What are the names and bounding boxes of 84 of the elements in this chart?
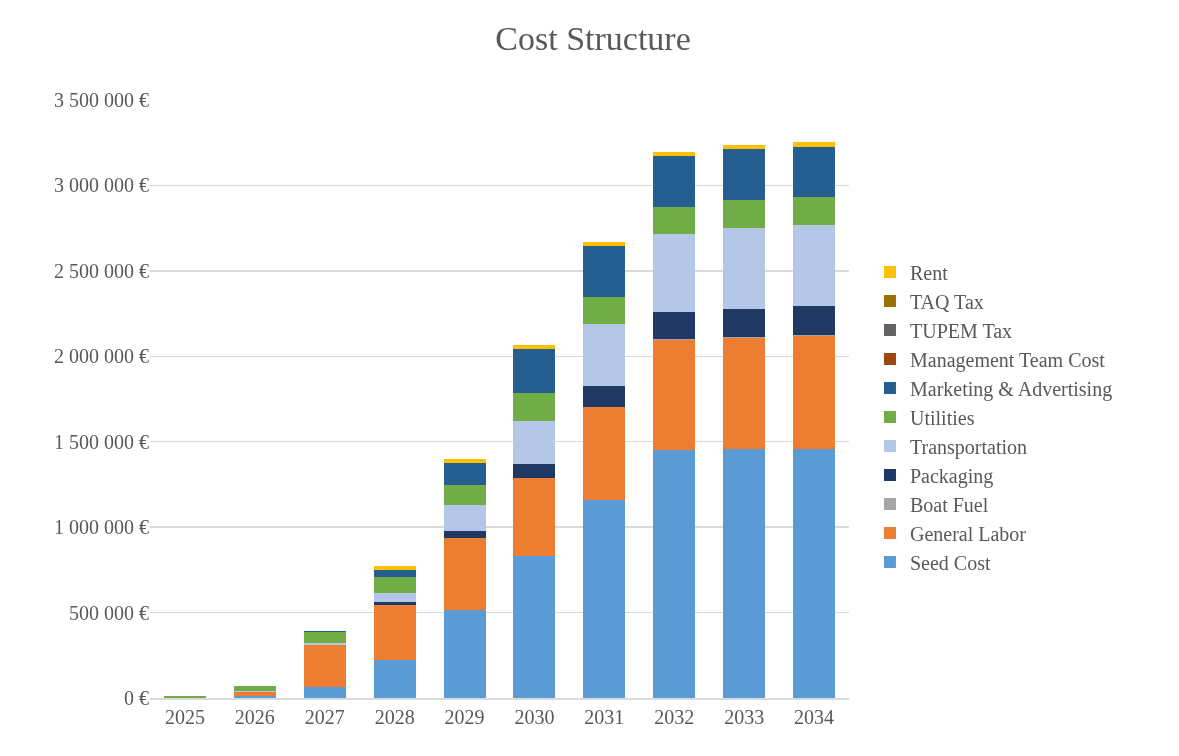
legend-label: Marketing & Advertising [909, 377, 1113, 401]
y-tick-label: 1 000 000 € [54, 516, 149, 539]
bar [723, 144, 766, 150]
x-tick-label: 2030 [514, 705, 555, 728]
bar [513, 478, 556, 557]
legend-label: Packaging [909, 464, 994, 488]
y-tick-label: 1 500 000 € [54, 430, 149, 453]
bar [513, 348, 556, 394]
x-tick-label: 2031 [584, 705, 625, 728]
legend-label: Boat Fuel [909, 493, 989, 516]
y-tick-label: 2 500 000 € [54, 259, 149, 282]
legend-label: TUPEM Tax [909, 319, 1013, 342]
bar [793, 142, 836, 147]
bar [443, 531, 486, 538]
y-tick-label: 3 000 000 € [54, 174, 149, 197]
legend-label: Utilities [909, 406, 975, 429]
bar [443, 504, 486, 532]
x-tick-label: 2033 [724, 705, 765, 728]
bar [373, 592, 416, 602]
x-tick-label: 2029 [444, 705, 485, 728]
bar [793, 335, 836, 449]
bar [443, 463, 486, 486]
bar [443, 609, 486, 698]
legend-label: TAQ Tax [909, 290, 984, 313]
legend-label: Transportation [909, 435, 1028, 459]
bar [163, 695, 206, 698]
bar [723, 448, 766, 698]
x-tick-label: 2026 [234, 705, 275, 728]
bar [723, 200, 766, 228]
bar [583, 324, 626, 386]
bar [793, 146, 836, 198]
y-tick-label: 500 000 € [69, 601, 149, 624]
bar [443, 485, 486, 505]
bar [373, 577, 416, 593]
bar [513, 344, 556, 349]
chart-title: Cost Structure [495, 20, 691, 58]
bar [373, 659, 416, 698]
bar [513, 393, 556, 421]
bar [793, 225, 836, 307]
legend-label: General Labor [909, 522, 1027, 545]
bar [793, 448, 836, 698]
legend-label: Management Team Cost [909, 348, 1106, 372]
bar [373, 605, 416, 660]
legend-label: Rent [909, 261, 949, 284]
bar [373, 565, 416, 571]
bar [513, 420, 556, 464]
bar [583, 246, 626, 297]
x-tick-label: 2025 [164, 705, 205, 728]
bar [653, 450, 696, 698]
x-tick-label: 2028 [374, 705, 415, 728]
y-tick-label: 2 000 000 € [54, 345, 149, 368]
x-tick-label: 2027 [304, 705, 345, 728]
bar [443, 458, 486, 464]
bar [653, 339, 696, 451]
bar [653, 234, 696, 313]
bar [513, 556, 556, 698]
bar [513, 463, 556, 478]
x-tick-label: 2034 [794, 705, 835, 728]
bar [583, 241, 626, 247]
bar [583, 407, 626, 500]
bar [793, 197, 836, 226]
bar [443, 538, 486, 610]
y-tick-label: 3 500 000 € [54, 89, 149, 111]
bar [303, 632, 346, 643]
y-tick-label: 0 € [124, 687, 149, 709]
bar [373, 570, 416, 578]
bar [303, 645, 346, 687]
bar [723, 309, 766, 338]
bar [233, 686, 276, 691]
bar [583, 385, 626, 407]
x-tick-label: 2032 [654, 705, 695, 728]
bar [723, 227, 766, 310]
bar [653, 151, 696, 156]
bar [583, 296, 626, 325]
bar [723, 149, 766, 201]
bar [653, 312, 696, 340]
bar [793, 306, 836, 336]
bar [653, 155, 696, 208]
bar [583, 499, 626, 698]
bar [653, 207, 696, 235]
legend-label: Seed Cost [909, 551, 991, 574]
bar [723, 337, 766, 449]
bar [303, 686, 346, 698]
bar [233, 692, 276, 697]
